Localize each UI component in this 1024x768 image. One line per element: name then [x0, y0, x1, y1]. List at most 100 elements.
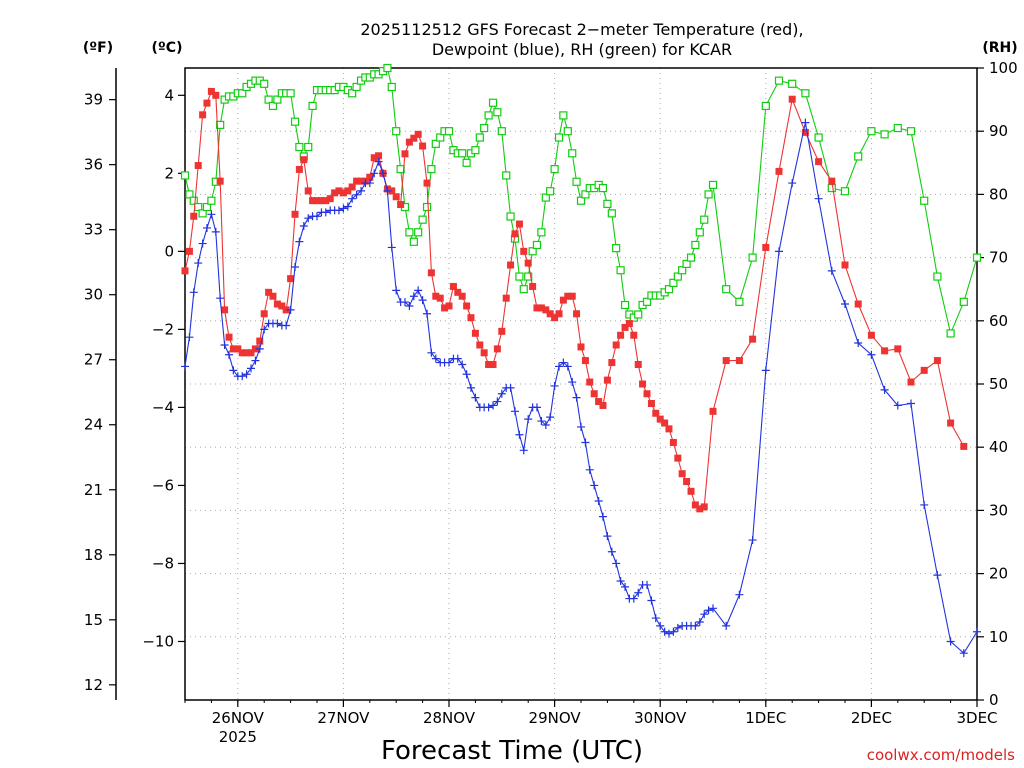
dewpoint-point — [607, 547, 616, 556]
temperature-point — [405, 138, 413, 146]
dewpoint-point — [532, 403, 541, 412]
temperature-point — [370, 154, 378, 162]
temperature-point — [463, 302, 471, 310]
dewpoint-point — [282, 321, 291, 330]
rh-point — [598, 183, 608, 193]
dewpoint-point — [563, 362, 572, 371]
temperature-point — [185, 247, 193, 255]
rh-tick-label: 30 — [989, 501, 1008, 519]
temperature-point — [894, 345, 902, 353]
temperature-point — [203, 99, 211, 107]
rh-point — [612, 244, 621, 253]
dewpoint-point — [959, 649, 968, 658]
rh-point — [519, 285, 528, 294]
rh-point — [576, 196, 586, 205]
celsius-tick-label: 2 — [164, 164, 174, 182]
temperature-point — [353, 177, 361, 185]
temperature-point — [260, 310, 268, 318]
dewpoint-point — [211, 227, 220, 236]
rh-point — [392, 127, 401, 136]
dewpoint-point — [735, 590, 744, 599]
rh-point — [572, 177, 581, 186]
dewpoint-point — [827, 266, 836, 275]
dewpoint-point — [383, 186, 392, 195]
celsius-tick-label: −10 — [142, 632, 174, 650]
temperature-point — [603, 376, 611, 384]
fahrenheit-tick-label: 15 — [84, 611, 103, 629]
temperature-point — [599, 401, 607, 409]
rh-point — [788, 79, 797, 88]
dewpoint-point — [519, 446, 528, 455]
rh-point — [682, 259, 691, 269]
temperature-point — [423, 179, 431, 187]
rh-point — [761, 101, 770, 111]
temperature-point — [247, 349, 255, 357]
rh-point — [418, 215, 427, 224]
temperature-point — [947, 419, 955, 427]
temperature-point — [199, 111, 207, 119]
temperature-point — [414, 130, 422, 138]
dewpoint-point — [321, 208, 330, 217]
rh-point — [207, 196, 216, 205]
rh-point — [541, 193, 550, 202]
temperature-point — [278, 302, 286, 310]
rh-point — [497, 127, 506, 136]
dewpoint-point — [216, 294, 225, 303]
rh-tick-label: 40 — [989, 438, 1008, 456]
rh-point — [546, 187, 555, 196]
temperature-point — [678, 470, 686, 478]
rh-tick-label: 70 — [989, 249, 1008, 267]
temperature-point — [375, 152, 383, 160]
dewpoint-point — [572, 393, 581, 402]
temperature-point — [665, 425, 673, 433]
rh-point — [198, 209, 207, 218]
dewpoint-point — [581, 438, 590, 447]
temperature-point — [454, 288, 462, 296]
temperature-point — [542, 306, 550, 314]
dewpoint-point — [907, 399, 915, 408]
dewpoint-point — [493, 397, 502, 406]
temperature-point — [207, 87, 215, 95]
rh-point — [409, 237, 418, 246]
time-tick-label: 29NOV — [529, 709, 582, 727]
temperature-point — [507, 261, 515, 269]
temperature-point — [471, 329, 479, 337]
fahrenheit-tick-label: 36 — [84, 156, 103, 174]
dewpoint-point — [387, 243, 396, 252]
dewpoint-point — [453, 354, 462, 363]
temperature-point — [683, 478, 691, 486]
rh-point — [801, 89, 810, 98]
dewpoint-point — [577, 422, 585, 431]
dewpoint-point — [704, 606, 713, 615]
dewpoint-point — [841, 300, 849, 309]
rh-point — [273, 95, 282, 104]
temperature-point — [696, 505, 704, 513]
celsius-axis: 4 2 0 −2 −4 −6 −8 −10 — [142, 86, 185, 650]
temperature-point — [432, 292, 440, 300]
celsius-tick-label: −2 — [152, 320, 174, 338]
temperature-point — [907, 378, 915, 386]
rh-point — [568, 149, 577, 158]
dewpoint-point — [700, 610, 709, 619]
dewpoint-point — [603, 532, 612, 541]
temperature-point — [256, 337, 264, 345]
temperature-point — [801, 128, 809, 136]
dewpoint-point — [189, 288, 198, 297]
dewpoint-point — [185, 333, 194, 342]
dewpoint-point — [445, 358, 453, 367]
rh-point — [708, 180, 718, 190]
rh-point — [268, 101, 278, 111]
rh-point — [642, 297, 652, 306]
rh-point — [414, 228, 423, 237]
rh-point — [581, 190, 590, 199]
dewpoint-point — [273, 319, 282, 328]
credit-link[interactable]: coolwx.com/models — [867, 746, 1015, 764]
temperature-point — [546, 310, 554, 318]
dewpoint-point — [590, 481, 599, 490]
dewpoint-point — [370, 169, 379, 178]
dewpoint-point — [462, 370, 471, 379]
rh-point — [286, 89, 295, 98]
dewpoint-point — [202, 223, 211, 232]
rh-point — [678, 266, 687, 275]
rh-tick-label: 60 — [989, 312, 1008, 330]
